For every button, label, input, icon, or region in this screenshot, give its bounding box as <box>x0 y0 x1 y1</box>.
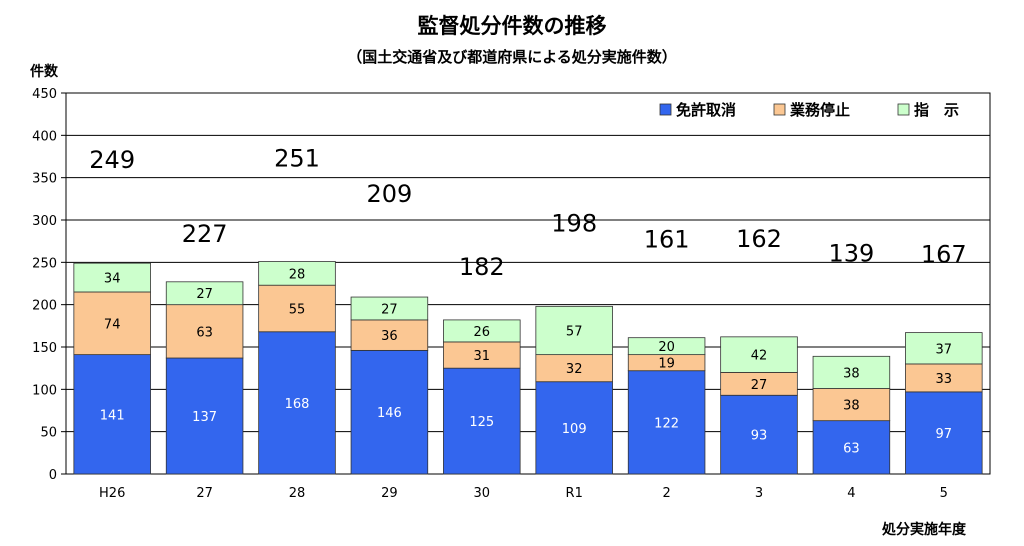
bar-total-label: 162 <box>736 225 782 253</box>
x-tick-label: H26 <box>99 486 125 501</box>
x-tick-label: 28 <box>289 486 306 501</box>
y-axis-label: 件数 <box>30 64 58 80</box>
bar-total-label: 161 <box>644 226 690 254</box>
bar-value-label: 33 <box>936 372 953 387</box>
bar-value-label: 26 <box>474 325 491 340</box>
bar-segment <box>165 281 244 306</box>
chart-title: 監督処分件数の推移 <box>417 14 607 38</box>
bar-total-label: 167 <box>921 241 967 269</box>
bar-segment <box>443 319 521 343</box>
bar-value-label: 38 <box>843 399 860 414</box>
bar-segment <box>73 262 151 293</box>
bar-value-label: 27 <box>196 287 213 302</box>
y-tick-label: 300 <box>32 214 57 229</box>
y-tick-label: 100 <box>32 383 57 398</box>
bar-segment <box>720 336 798 373</box>
x-axis-label: 処分実施年度 <box>882 522 966 538</box>
bar-value-label: 137 <box>192 410 217 425</box>
bar-value-label: 34 <box>104 272 121 287</box>
x-tick-label: R1 <box>566 486 583 501</box>
bar-segment <box>812 388 891 422</box>
bar-value-label: 146 <box>377 406 402 421</box>
chart-subtitle: （国土交通省及び都道府県による処分実施件数） <box>347 48 677 66</box>
bar-value-label: 93 <box>751 429 768 444</box>
bar-total-label: 139 <box>828 239 874 267</box>
legend-label: 免許取消 <box>676 101 736 119</box>
bar-value-label: 38 <box>843 366 860 381</box>
legend-label: 業務停止 <box>789 101 850 119</box>
x-tick-label: 4 <box>847 486 855 501</box>
bar-value-label: 122 <box>654 416 679 431</box>
x-tick-label: 3 <box>755 486 763 501</box>
x-tick-label: 29 <box>381 486 398 501</box>
bar-segment <box>165 357 244 475</box>
bar-segment <box>812 420 891 475</box>
x-tick-label: 5 <box>940 486 948 501</box>
bar-value-label: 109 <box>562 422 587 437</box>
bar-value-label: 37 <box>936 342 953 357</box>
bar-segment <box>350 349 429 475</box>
bar-segment <box>535 381 613 475</box>
bar-segment <box>720 394 798 475</box>
y-tick-label: 0 <box>49 468 57 483</box>
bar-segment <box>443 341 521 369</box>
bar-value-label: 63 <box>843 441 860 456</box>
bar-value-label: 168 <box>285 397 310 412</box>
bar-value-label: 31 <box>474 349 491 364</box>
bar-value-label: 36 <box>381 329 398 344</box>
bar-total-label: 251 <box>274 144 320 172</box>
bar-total-label: 249 <box>89 146 135 174</box>
legend-swatch <box>773 103 786 116</box>
bar-segment <box>350 296 429 321</box>
bar-segment <box>258 261 336 286</box>
y-tick-label: 350 <box>32 172 57 187</box>
bar-segment <box>73 354 151 475</box>
bar-segment <box>165 304 244 359</box>
bar-segment <box>905 332 983 365</box>
bar-value-label: 74 <box>104 317 121 332</box>
bar-value-label: 141 <box>100 408 125 423</box>
bar-segment <box>443 367 521 475</box>
bar-segment <box>258 331 336 475</box>
bar-segment <box>812 355 891 389</box>
y-tick-label: 250 <box>32 256 57 271</box>
legend-swatch <box>659 103 672 116</box>
y-tick-label: 400 <box>32 129 57 144</box>
bar-value-label: 125 <box>469 415 494 430</box>
y-tick-label: 50 <box>40 426 57 441</box>
bar-value-label: 20 <box>658 340 675 355</box>
bar-segment <box>627 370 706 475</box>
bar-segment <box>627 337 706 356</box>
bar-segment <box>905 391 983 475</box>
x-tick-label: 30 <box>474 486 491 501</box>
bar-segment <box>258 284 336 333</box>
bar-value-label: 32 <box>566 362 583 377</box>
y-tick-label: 200 <box>32 299 57 314</box>
legend-label: 指 示 <box>914 101 959 119</box>
bar-value-label: 27 <box>751 378 768 393</box>
bar-total-label: 182 <box>459 253 505 281</box>
bar-value-label: 57 <box>566 324 583 339</box>
y-tick-label: 450 <box>32 87 57 102</box>
bar-value-label: 42 <box>751 349 768 364</box>
y-tick-label: 150 <box>32 341 57 356</box>
bar-total-label: 209 <box>366 180 412 208</box>
bar-value-label: 27 <box>381 302 398 317</box>
legend-swatch <box>897 103 910 116</box>
x-tick-label: 27 <box>196 486 213 501</box>
bar-value-label: 55 <box>289 302 306 317</box>
bar-total-label: 198 <box>551 209 597 237</box>
bar-total-label: 227 <box>182 220 228 248</box>
bar-value-label: 19 <box>658 357 675 372</box>
bar-value-label: 28 <box>289 267 306 282</box>
bar-value-label: 97 <box>936 427 953 442</box>
x-tick-label: 2 <box>662 486 670 501</box>
bar-segment <box>73 291 151 356</box>
bar-value-label: 63 <box>196 325 213 340</box>
bar-segment <box>535 305 613 356</box>
bar-segment <box>350 319 429 351</box>
